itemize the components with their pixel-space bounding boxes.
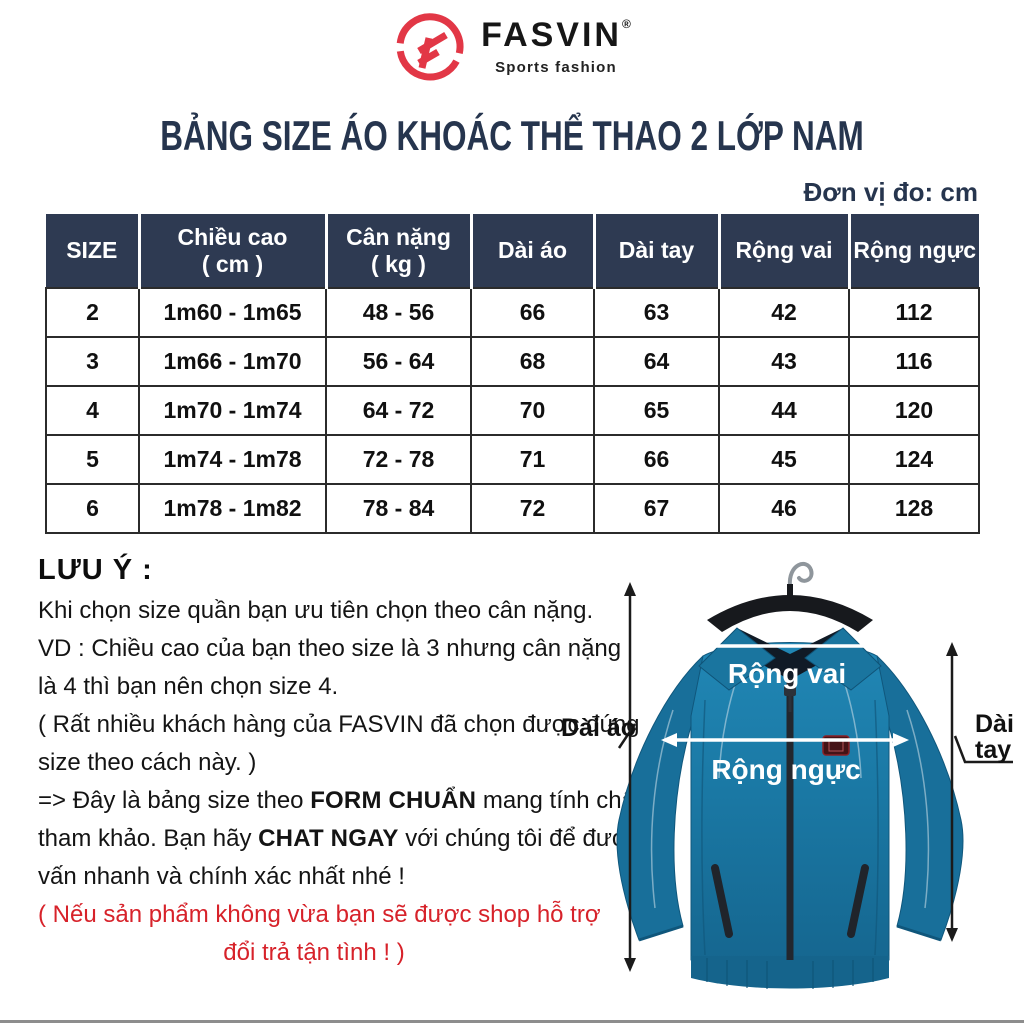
- cell-jacket-length: 66: [470, 287, 595, 338]
- cell-weight: 56 - 64: [325, 336, 472, 387]
- sleeve-length-label: tay: [975, 736, 1011, 764]
- cell-height: 1m66 - 1m70: [138, 336, 327, 387]
- brand-text-block: FASVIN® Sports fashion: [481, 18, 631, 76]
- cell-sleeve-length: 63: [593, 287, 720, 338]
- sleeve-length-label: Dài: [975, 710, 1014, 738]
- cell-weight: 72 - 78: [325, 434, 472, 485]
- cell-size: 2: [45, 287, 140, 338]
- size-table: SIZE Chiều cao( cm ) Cân nặng( kg ) Dài …: [45, 214, 980, 534]
- return-policy-line: đổi trả tận tình ! ): [223, 939, 405, 966]
- cell-size: 5: [45, 434, 140, 485]
- size-table-body: 2 1m60 - 1m65 48 - 56 66 63 42 112 3 1m6…: [45, 287, 980, 534]
- notes-section: LƯU Ý : Khi chọn size quần bạn ưu tiên c…: [38, 552, 670, 972]
- advice-line: => Đây là bảng size theo FORM CHUẨN mang…: [38, 787, 642, 814]
- cell-jacket-length: 68: [470, 336, 595, 387]
- cell-chest-width: 112: [848, 287, 980, 338]
- cell-height: 1m78 - 1m82: [138, 483, 327, 534]
- cell-weight: 78 - 84: [325, 483, 472, 534]
- jacket-length-label: Dài áo: [561, 714, 636, 742]
- col-header-jacket-length: Dài áo: [469, 214, 594, 288]
- col-header-sleeve-length: Dài tay: [592, 214, 719, 288]
- table-row: 2 1m60 - 1m65 48 - 56 66 63 42 112: [45, 287, 980, 338]
- brand-name: FASVIN®: [481, 16, 631, 54]
- cell-weight: 48 - 56: [325, 287, 472, 338]
- note-line: VD : Chiều cao của bạn theo size là 3 nh…: [38, 635, 622, 662]
- chest-width-arrow: [661, 733, 909, 747]
- jacket-illustration: Rộng vai Rộng ngực Dài áo Dài: [555, 540, 1024, 1024]
- cell-chest-width: 124: [848, 434, 980, 485]
- cell-chest-width: 116: [848, 336, 980, 387]
- cell-shoulder-width: 43: [718, 336, 850, 387]
- cell-height: 1m74 - 1m78: [138, 434, 327, 485]
- brand-tagline: Sports fashion: [495, 59, 617, 76]
- shoulder-width-label: Rộng vai: [728, 658, 846, 689]
- jacket-hem: [691, 956, 889, 989]
- jacket-pockets: [711, 864, 869, 938]
- cell-sleeve-length: 67: [593, 483, 720, 534]
- col-header-height: Chiều cao( cm ): [137, 214, 326, 288]
- jacket-length-arrow: [617, 582, 637, 972]
- table-row: 3 1m66 - 1m70 56 - 64 68 64 43 116: [45, 336, 980, 387]
- advice-line: tham khảo. Bạn hãy CHAT NGAY với chúng t…: [38, 825, 670, 852]
- advice-line: vấn nhanh và chính xác nhất nhé !: [38, 863, 405, 890]
- note-line: Khi chọn size quần bạn ưu tiên chọn theo…: [38, 597, 594, 624]
- cell-sleeve-length: 64: [593, 336, 720, 387]
- cell-height: 1m70 - 1m74: [138, 385, 327, 436]
- col-header-size: SIZE: [46, 214, 139, 288]
- header-row: SIZE Chiều cao( cm ) Cân nặng( kg ) Dài …: [46, 214, 979, 288]
- cell-shoulder-width: 42: [718, 287, 850, 338]
- cell-sleeve-length: 66: [593, 434, 720, 485]
- jacket-zipper: [784, 678, 796, 960]
- cell-jacket-length: 71: [470, 434, 595, 485]
- brand-logo: FASVIN® Sports fashion: [0, 10, 1024, 84]
- note-line: size theo cách này. ): [38, 749, 257, 776]
- return-policy-line: ( Nếu sản phẩm không vừa bạn sẽ được sho…: [38, 901, 601, 928]
- hanger-icon: [707, 561, 873, 632]
- jacket-collar: [698, 627, 882, 691]
- sleeve-length-arrow: [946, 642, 1013, 942]
- cell-jacket-length: 70: [470, 385, 595, 436]
- col-header-shoulder-width: Rộng vai: [717, 214, 849, 288]
- registered-mark: ®: [621, 17, 631, 31]
- cell-height: 1m60 - 1m65: [138, 287, 327, 338]
- shoulder-width-arrow: [665, 639, 901, 653]
- cell-chest-width: 128: [848, 483, 980, 534]
- table-row: 6 1m78 - 1m82 78 - 84 72 67 46 128: [45, 483, 980, 534]
- cell-shoulder-width: 46: [718, 483, 850, 534]
- cell-size: 6: [45, 483, 140, 534]
- unit-note: Đơn vị đo: cm: [803, 177, 979, 207]
- cell-jacket-length: 72: [470, 483, 595, 534]
- notes-heading: LƯU Ý :: [38, 554, 153, 586]
- cell-size: 4: [45, 385, 140, 436]
- cell-weight: 64 - 72: [325, 385, 472, 436]
- col-header-chest-width: Rộng ngực: [847, 214, 979, 288]
- table-row: 5 1m74 - 1m78 72 - 78 71 66 45 124: [45, 434, 980, 485]
- cell-shoulder-width: 44: [718, 385, 850, 436]
- table-row: 4 1m70 - 1m74 64 - 72 70 65 44 120: [45, 385, 980, 436]
- chat-ngay-emphasis: CHAT NGAY: [258, 825, 399, 852]
- chest-width-label: Rộng ngực: [711, 754, 860, 785]
- page-title: BẢNG SIZE ÁO KHOÁC THỂ THAO 2 LỚP NAM: [160, 112, 864, 159]
- cell-sleeve-length: 65: [593, 385, 720, 436]
- fasvin-logo-icon: [396, 13, 464, 81]
- col-header-weight: Cân nặng( kg ): [324, 214, 471, 288]
- note-line: ( Rất nhiều khách hàng của FASVIN đã chọ…: [38, 711, 640, 738]
- cell-size: 3: [45, 336, 140, 387]
- note-line: là 4 thì bạn nên chọn size 4.: [38, 673, 339, 700]
- cell-chest-width: 120: [848, 385, 980, 436]
- size-table-header: SIZE Chiều cao( cm ) Cân nặng( kg ) Dài …: [46, 214, 979, 288]
- form-chuan-emphasis: FORM CHUẨN: [310, 787, 477, 814]
- cell-shoulder-width: 45: [718, 434, 850, 485]
- stitch-lines: [650, 643, 930, 909]
- bottom-border-line: [0, 1020, 1024, 1023]
